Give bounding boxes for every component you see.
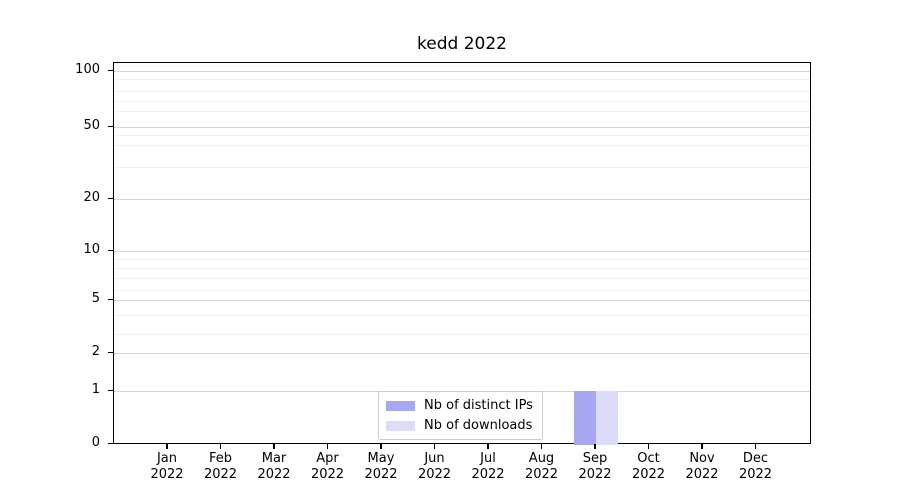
y-tick-label: 1	[91, 382, 100, 397]
y-tick-label: 0	[91, 435, 100, 450]
legend-item: Nb of downloads	[386, 417, 533, 434]
x-tick-mark	[380, 444, 382, 449]
legend-label: Nb of downloads	[424, 418, 533, 433]
y-tick-label: 10	[83, 242, 100, 257]
x-tick-mark	[594, 444, 596, 449]
legend-label: Nb of distinct IPs	[424, 398, 533, 413]
y-major-gridline	[114, 199, 810, 200]
y-major-gridline	[114, 300, 810, 301]
y-tick-mark	[108, 198, 113, 200]
x-tick-label: Dec 2022	[738, 451, 773, 482]
legend-swatch	[386, 400, 415, 411]
y-minor-gridline	[114, 101, 810, 102]
y-major-gridline	[114, 251, 810, 252]
x-tick-label: Sep 2022	[578, 451, 612, 482]
x-tick-mark	[219, 444, 222, 449]
y-minor-gridline	[114, 259, 810, 260]
y-tick-mark	[108, 126, 113, 128]
x-tick-label: May 2022	[364, 451, 398, 482]
x-tick-label: Jan 2022	[150, 451, 184, 482]
y-minor-gridline	[114, 111, 810, 112]
x-tick-label: Oct 2022	[631, 451, 666, 482]
y-tick-label: 50	[83, 118, 100, 133]
y-tick-label: 20	[83, 190, 100, 205]
y-minor-gridline	[114, 315, 810, 316]
y-tick-mark	[108, 299, 113, 301]
y-minor-gridline	[114, 79, 810, 80]
y-tick-mark	[108, 250, 113, 252]
x-tick-label: Jun 2022	[417, 451, 452, 482]
x-tick-mark	[326, 444, 329, 449]
x-tick-label: Jul 2022	[471, 451, 505, 482]
x-tick-label: Aug 2022	[524, 451, 559, 482]
bar-nb-of-distinct-ips	[574, 391, 596, 445]
x-tick-mark	[433, 444, 436, 449]
legend-swatch	[386, 420, 415, 431]
x-tick-mark	[540, 444, 543, 449]
y-minor-gridline	[114, 334, 810, 335]
y-tick-label: 5	[91, 291, 100, 306]
x-tick-mark	[754, 444, 757, 449]
y-major-gridline	[114, 353, 810, 354]
plot-area: Nb of distinct IPs Nb of downloads	[113, 62, 811, 445]
y-minor-gridline	[114, 278, 810, 279]
y-tick-label: 2	[91, 344, 100, 359]
x-tick-label: Nov 2022	[685, 451, 719, 482]
y-minor-gridline	[114, 268, 810, 269]
x-tick-label: Mar 2022	[257, 451, 291, 482]
x-tick-mark	[701, 444, 703, 449]
x-tick-mark	[273, 444, 275, 449]
y-minor-gridline	[114, 290, 810, 291]
y-minor-gridline	[114, 167, 810, 168]
x-tick-mark	[166, 444, 168, 449]
y-major-gridline	[114, 71, 810, 72]
x-tick-label: Feb 2022	[203, 451, 238, 482]
y-tick-mark	[108, 390, 113, 392]
legend-item: Nb of distinct IPs	[386, 397, 533, 414]
y-tick-mark	[108, 70, 113, 72]
x-tick-label: Apr 2022	[310, 451, 345, 482]
y-minor-gridline	[114, 145, 810, 146]
y-minor-gridline	[114, 91, 810, 92]
legend: Nb of distinct IPs Nb of downloads	[378, 391, 543, 440]
y-tick-mark	[108, 352, 113, 354]
y-major-gridline	[114, 127, 810, 128]
x-tick-mark	[647, 444, 650, 449]
bar-nb-of-downloads	[596, 391, 618, 445]
x-tick-mark	[487, 444, 489, 449]
y-tick-mark	[108, 443, 113, 445]
chart-title: kedd 2022	[417, 34, 507, 54]
y-minor-gridline	[114, 135, 810, 136]
y-tick-label: 100	[75, 62, 100, 77]
